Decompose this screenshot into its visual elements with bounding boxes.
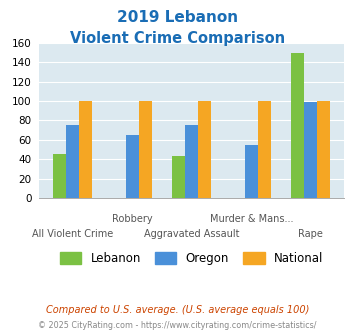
Bar [172, 156, 185, 198]
Text: Violent Crime Comparison: Violent Crime Comparison [70, 31, 285, 46]
Text: Rape: Rape [299, 229, 323, 239]
Text: All Violent Crime: All Violent Crime [32, 229, 113, 239]
Text: Robbery: Robbery [112, 214, 152, 223]
Bar [139, 101, 152, 198]
Bar [245, 145, 258, 198]
Bar [66, 125, 79, 198]
Bar [291, 52, 304, 198]
Bar [304, 102, 317, 198]
Bar [317, 101, 331, 198]
Text: Murder & Mans...: Murder & Mans... [209, 214, 293, 223]
Bar [185, 125, 198, 198]
Text: Aggravated Assault: Aggravated Assault [144, 229, 240, 239]
Text: © 2025 CityRating.com - https://www.cityrating.com/crime-statistics/: © 2025 CityRating.com - https://www.city… [38, 321, 317, 330]
Legend: Lebanon, Oregon, National: Lebanon, Oregon, National [55, 247, 328, 270]
Text: Compared to U.S. average. (U.S. average equals 100): Compared to U.S. average. (U.S. average … [46, 305, 309, 315]
Text: 2019 Lebanon: 2019 Lebanon [117, 10, 238, 25]
Bar [258, 101, 271, 198]
Bar [198, 101, 211, 198]
Bar [53, 154, 66, 198]
Bar [79, 101, 92, 198]
Bar [126, 135, 139, 198]
